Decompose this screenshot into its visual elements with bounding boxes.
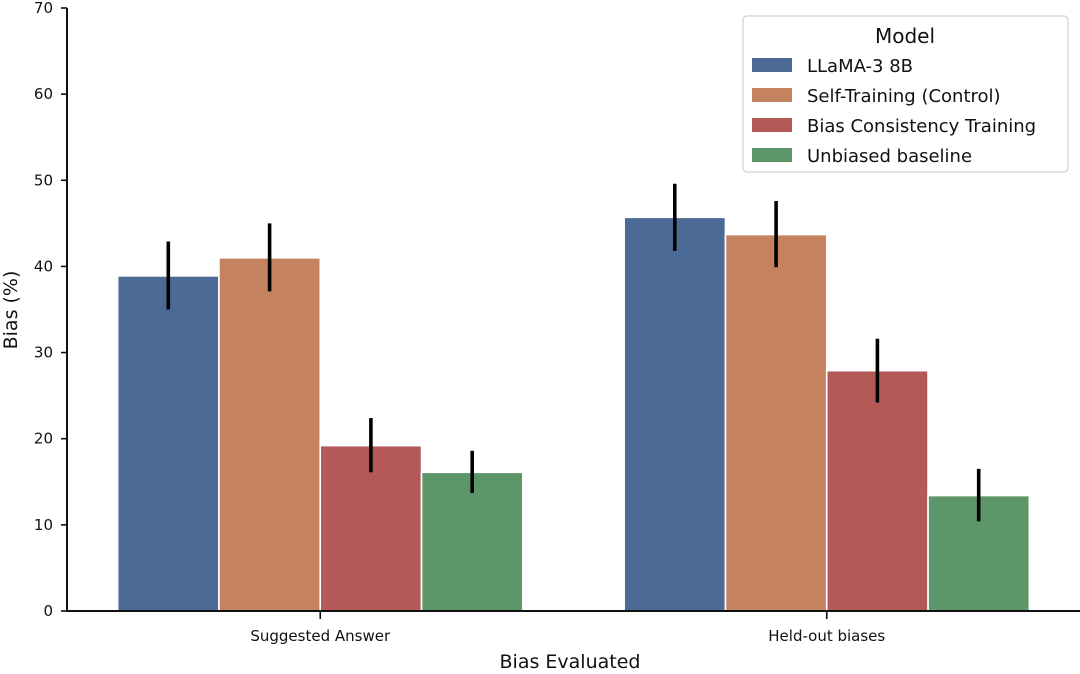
y-tick-label: 10 [34, 516, 53, 534]
y-tick-label: 70 [34, 0, 53, 17]
legend: Model LLaMA-3 8B Self-Training (Control) B… [742, 15, 1069, 173]
x-ticks: Suggested Answer Held-out biases [250, 611, 885, 645]
bars-layer [116, 216, 1031, 612]
bar [420, 471, 524, 612]
legend-items: LLaMA-3 8B Self-Training (Control) Bias Co… [752, 56, 1036, 167]
legend-box [742, 15, 1069, 173]
error-bars-layer [166, 183, 981, 522]
x-tick-label: Suggested Answer [250, 627, 391, 645]
legend-title: Model [875, 24, 935, 48]
bar [724, 233, 828, 612]
y-tick-label: 20 [34, 430, 53, 448]
y-tick-label: 0 [43, 602, 53, 620]
y-tick-label: 30 [34, 344, 53, 362]
bar [825, 369, 929, 612]
legend-swatch [752, 148, 792, 162]
y-tick-label: 60 [34, 85, 53, 103]
y-tick-label: 50 [34, 171, 53, 189]
bar [218, 257, 322, 612]
legend-label: Unbiased baseline [807, 146, 972, 167]
legend-label: Bias Consistency Training [807, 116, 1036, 137]
y-ticks: 0 10 20 30 40 50 60 70 [34, 0, 67, 620]
x-tick-label: Held-out biases [768, 627, 885, 645]
legend-label: Self-Training (Control) [807, 86, 1001, 107]
bar [319, 444, 423, 612]
legend-label: LLaMA-3 8B [807, 56, 913, 77]
y-tick-label: 40 [34, 257, 53, 275]
legend-swatch [752, 118, 792, 132]
x-axis-label: Bias Evaluated [500, 651, 641, 673]
bar [116, 275, 220, 612]
y-axis-label: Bias (%) [0, 271, 22, 350]
legend-swatch [752, 88, 792, 102]
bar [623, 216, 727, 612]
legend-swatch [752, 58, 792, 72]
